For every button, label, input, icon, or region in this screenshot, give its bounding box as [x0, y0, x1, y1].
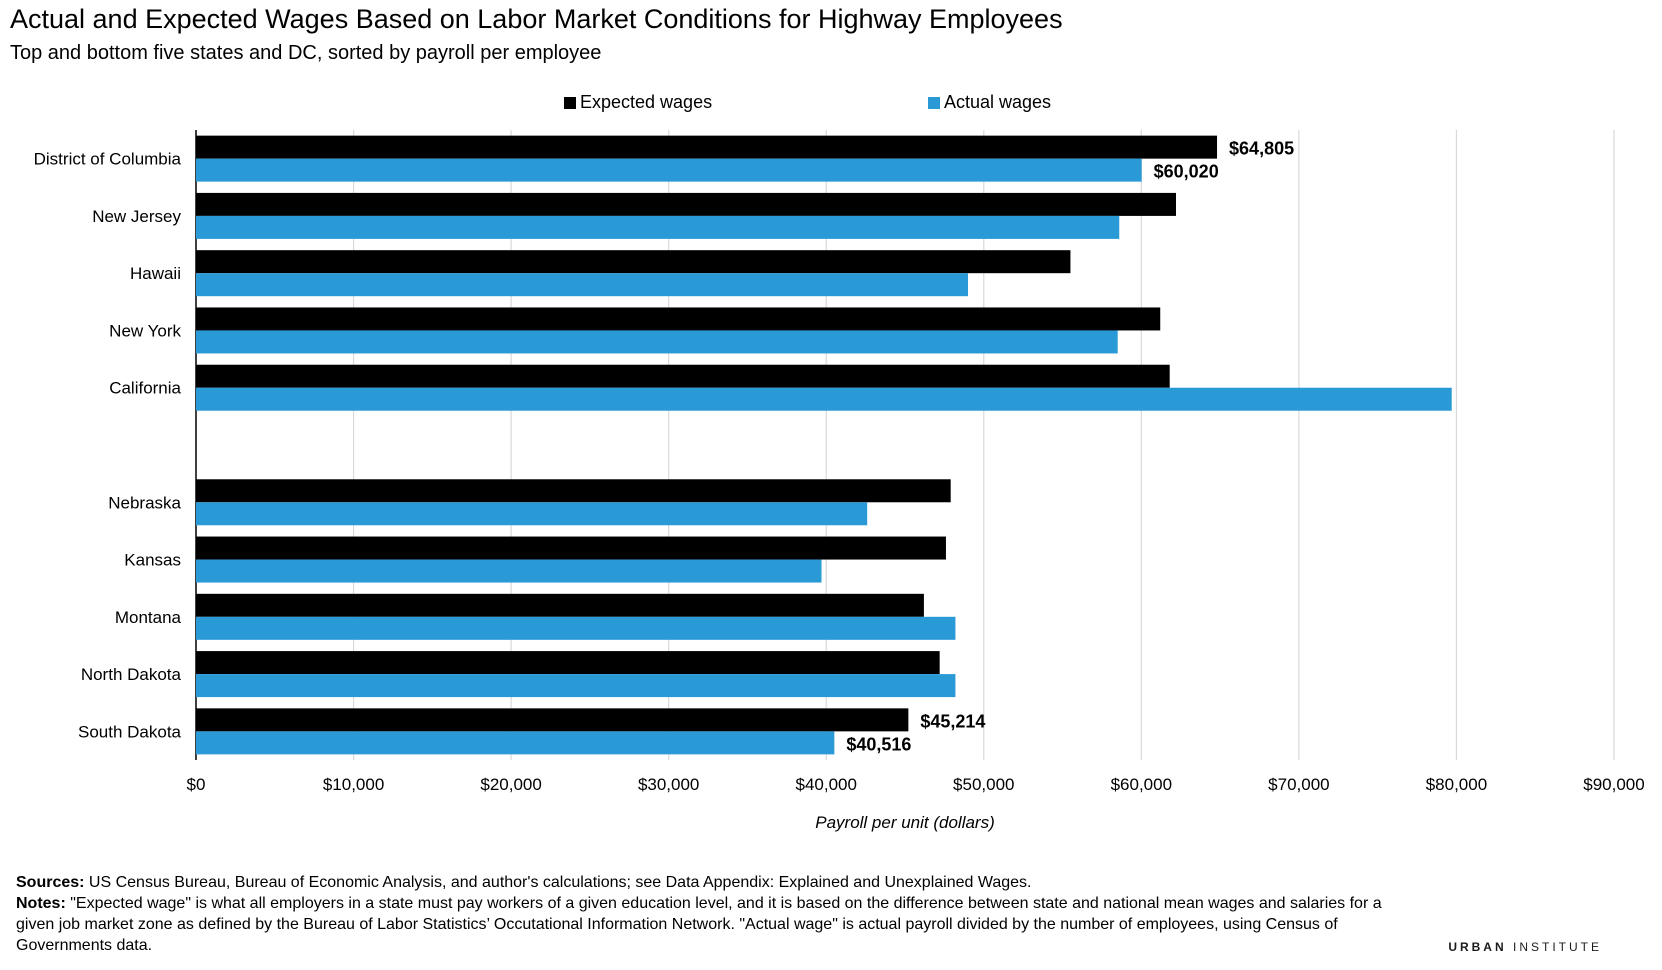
chart-title: Actual and Expected Wages Based on Labor… — [10, 4, 1063, 34]
sources-label: Sources: — [16, 874, 85, 891]
bar-expected — [196, 651, 940, 675]
x-tick-label: $90,000 — [1583, 775, 1644, 794]
chart-subtitle: Top and bottom five states and DC, sorte… — [10, 42, 602, 64]
x-tick-label: $40,000 — [795, 775, 856, 794]
category-label: North Dakota — [81, 665, 182, 684]
urban-institute-logo: URBAN INSTITUTE — [1448, 940, 1602, 954]
category-label: District of Columbia — [34, 150, 182, 169]
legend-swatch-expected — [564, 96, 576, 109]
bar-actual — [196, 330, 1118, 354]
x-tick-label: $10,000 — [323, 775, 384, 794]
chart-footer: Sources: US Census Bureau, Bureau of Eco… — [16, 872, 1416, 956]
bar-expected — [196, 250, 1071, 274]
legend-label-actual: Actual wages — [944, 92, 1052, 112]
x-axis-title: Payroll per unit (dollars) — [815, 813, 995, 832]
category-label: California — [109, 379, 181, 398]
bar-actual — [196, 273, 969, 297]
x-tick-label: $60,000 — [1111, 775, 1172, 794]
notes-note: Notes: "Expected wage" is what all emplo… — [16, 893, 1416, 956]
legend-label-expected: Expected wages — [580, 92, 713, 112]
bar-expected — [196, 479, 951, 503]
x-tick-label: $30,000 — [638, 775, 699, 794]
category-label: New Jersey — [92, 207, 181, 226]
notes-label: Notes: — [16, 895, 66, 912]
data-label: $64,805 — [1229, 139, 1294, 159]
bar-actual — [196, 502, 868, 526]
sources-text: US Census Bureau, Bureau of Economic Ana… — [84, 874, 1032, 891]
legend-item-actual: Actual wages — [928, 92, 1051, 113]
legend-swatch-actual — [928, 96, 940, 109]
data-label: $45,214 — [920, 711, 985, 731]
category-label: New York — [109, 321, 181, 340]
data-label: $60,020 — [1154, 162, 1219, 182]
x-tick-label: $0 — [187, 775, 206, 794]
x-tick-label: $50,000 — [953, 775, 1014, 794]
data-label: $40,516 — [846, 734, 911, 754]
bar-actual — [196, 559, 822, 583]
bar-expected — [196, 364, 1170, 388]
notes-text: "Expected wage" is what all employers in… — [16, 895, 1382, 954]
bar-actual — [196, 616, 956, 640]
bar-actual — [196, 387, 1452, 411]
x-tick-label: $20,000 — [480, 775, 541, 794]
bar-expected — [196, 192, 1176, 216]
sources-note: Sources: US Census Bureau, Bureau of Eco… — [16, 872, 1416, 893]
category-label: Montana — [115, 608, 182, 627]
bar-actual — [196, 158, 1142, 182]
category-label: Kansas — [124, 551, 181, 570]
bar-expected — [196, 593, 924, 617]
bar-actual — [196, 731, 835, 755]
x-tick-label: $70,000 — [1268, 775, 1329, 794]
category-label: Nebraska — [108, 493, 181, 512]
bar-actual — [196, 674, 956, 698]
x-tick-label: $80,000 — [1426, 775, 1487, 794]
bar-expected — [196, 135, 1218, 159]
legend-item-expected: Expected wages — [564, 92, 712, 113]
bar-expected — [196, 536, 946, 560]
category-label: South Dakota — [78, 722, 182, 741]
bar-actual — [196, 215, 1120, 239]
bar-expected — [196, 708, 909, 732]
category-label: Hawaii — [130, 264, 181, 283]
bar-expected — [196, 307, 1161, 331]
